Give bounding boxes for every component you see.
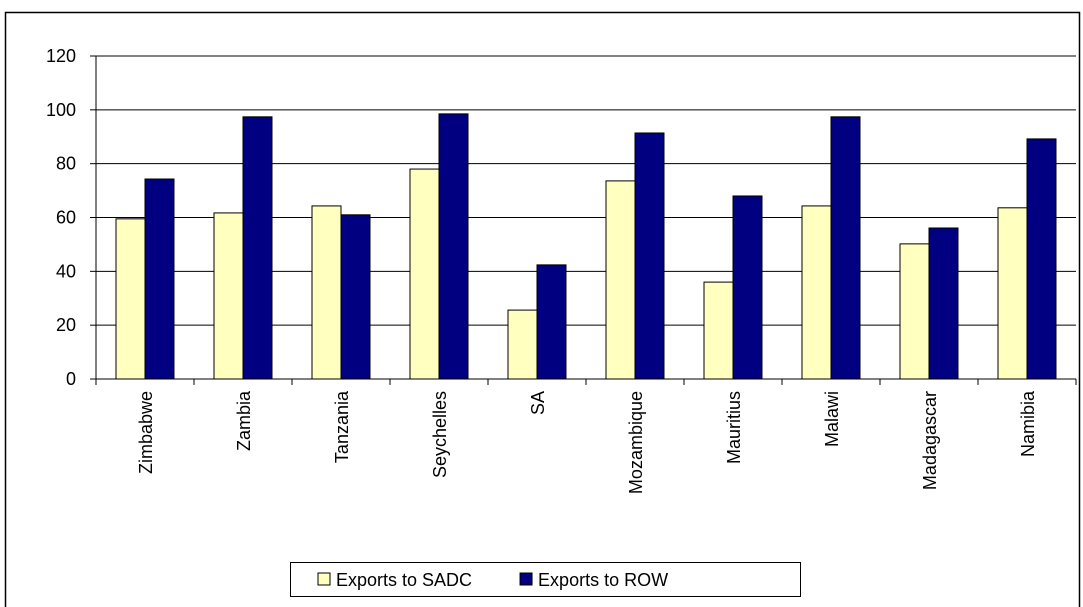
bar — [340, 214, 371, 380]
bar — [1026, 138, 1057, 380]
legend-box — [290, 562, 801, 597]
legend-swatch — [519, 572, 533, 586]
x-tick-label: SA — [528, 391, 548, 415]
bar — [311, 205, 342, 380]
bar — [438, 113, 469, 380]
y-tick-label: 40 — [56, 261, 76, 281]
x-tick-label: Zambia — [234, 390, 254, 451]
bar — [703, 281, 734, 380]
y-tick-label: 100 — [46, 100, 76, 120]
x-tick-label: Namibia — [1018, 390, 1038, 457]
y-tick-label: 0 — [66, 369, 76, 389]
legend-label: Exports to SADC — [336, 570, 472, 590]
bar — [634, 132, 665, 380]
bar — [605, 180, 636, 380]
bar — [144, 178, 175, 380]
bar — [997, 207, 1028, 380]
y-tick-label: 20 — [56, 315, 76, 335]
x-tick-label: Zimbabwe — [136, 391, 156, 474]
x-tick-label: Seychelles — [430, 391, 450, 478]
y-tick-label: 120 — [46, 46, 76, 66]
bar — [899, 243, 930, 380]
y-tick-label: 80 — [56, 154, 76, 174]
x-tick-label: Malawi — [822, 391, 842, 447]
legend-label: Exports to ROW — [538, 570, 668, 590]
bar — [732, 195, 763, 380]
bar — [928, 227, 959, 380]
x-tick-label: Mauritius — [724, 391, 744, 464]
bar — [801, 205, 832, 380]
x-tick-label: Madagascar — [920, 391, 940, 490]
bar — [409, 168, 440, 380]
bar — [213, 212, 244, 380]
bar — [830, 116, 861, 380]
legend-swatch — [317, 572, 331, 586]
x-tick-label: Mozambique — [626, 391, 646, 494]
bar — [536, 264, 567, 380]
y-tick-label: 60 — [56, 208, 76, 228]
bar — [507, 309, 538, 380]
bar — [115, 218, 146, 380]
bar — [242, 116, 273, 380]
x-tick-label: Tanzania — [332, 390, 352, 463]
